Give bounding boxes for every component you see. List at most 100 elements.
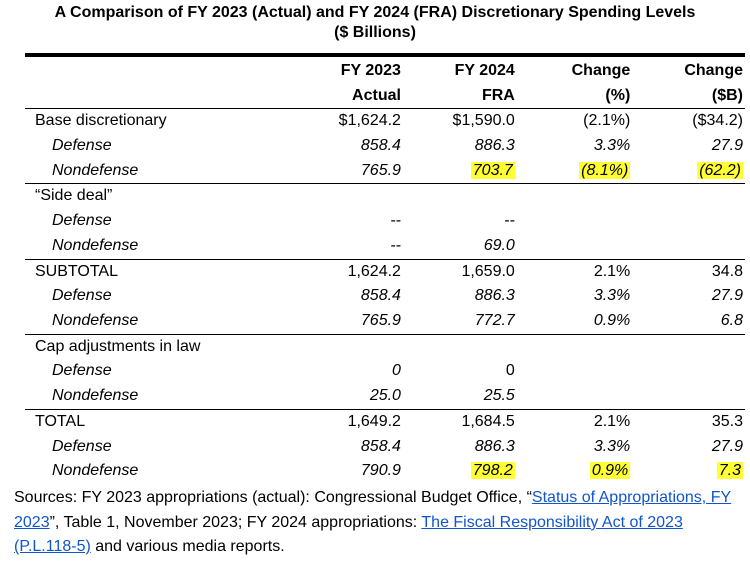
table-row-side-deal-defense: Defense -- -- — [25, 209, 745, 234]
fy2023-value: 0 — [392, 362, 401, 380]
title-line-2: ($ Billions) — [334, 24, 416, 41]
row-label: Defense — [52, 362, 112, 380]
change-usd-value: 27.9 — [711, 287, 743, 305]
header-change-pct: Change — [571, 62, 631, 79]
fy2024-value — [400, 183, 515, 210]
row-label: Defense — [52, 287, 112, 305]
change-pct-value: 3.3% — [593, 137, 631, 155]
fy2024-value: 25.5 — [483, 387, 515, 405]
row-label: Nondefense — [52, 236, 139, 254]
change-pct-value — [514, 183, 631, 210]
fy2023-value: 765.9 — [360, 312, 401, 329]
table-row-cap-adjustments: Cap adjustments in law — [25, 333, 745, 360]
change-usd-value: 27.9 — [711, 137, 743, 155]
fy2024-value: 1,659.0 — [400, 258, 515, 285]
table-row-base-discretionary: Base discretionary $1,624.2 $1,590.0 (2.… — [25, 108, 745, 135]
fy2024-value: 886.3 — [474, 137, 515, 155]
header-fra: FRA — [481, 86, 515, 104]
highlighted-change-pct-value: 0.9% — [589, 462, 631, 480]
sources-note: Sources: FY 2023 appropriations (actual)… — [14, 486, 744, 560]
highlighted-fy2024-value: 703.7 — [470, 161, 515, 179]
fy2023-value: -- — [390, 212, 401, 230]
change-usd-value: 34.8 — [630, 258, 745, 285]
change-usd-value — [630, 359, 745, 384]
fy2024-value: 69.0 — [483, 236, 515, 254]
change-pct-value: 2.1% — [514, 258, 631, 285]
fy2023-value: 1,649.2 — [289, 408, 401, 435]
change-usd-value — [630, 234, 745, 259]
table-row-subtotal-nondefense: Nondefense 765.9 772.7 0.9% 6.8 — [25, 309, 745, 334]
table-row-cap-nondefense: Nondefense 25.0 25.5 — [25, 384, 745, 409]
table-row-total-defense: Defense 858.4 886.3 3.3% 27.9 — [25, 435, 745, 460]
fy2024-value: 1,684.5 — [400, 408, 515, 435]
change-usd-value: 6.8 — [720, 312, 743, 329]
fy2023-value — [289, 183, 401, 210]
fy2023-value: 1,624.2 — [289, 258, 401, 285]
table-row-subtotal: SUBTOTAL 1,624.2 1,659.0 2.1% 34.8 — [25, 258, 745, 285]
highlighted-change-usd-value: (62.2) — [697, 161, 743, 179]
row-label: Defense — [52, 437, 112, 455]
fy2024-value: 886.3 — [474, 437, 515, 455]
header-change-usd: Change — [684, 62, 743, 79]
highlighted-change-pct-value: (8.1%) — [579, 161, 631, 179]
fy2023-value: 25.0 — [369, 387, 401, 405]
change-pct-value — [515, 209, 630, 234]
fy2023-value: 858.4 — [360, 437, 401, 455]
change-pct-value — [515, 234, 630, 259]
header-pct: (%) — [605, 86, 631, 104]
spending-table: FY 2023 FY 2024 Change Change Actual FRA… — [25, 53, 745, 484]
fy2023-value: -- — [390, 236, 401, 254]
fy2024-value: $1,590.0 — [400, 108, 515, 135]
change-pct-value: 3.3% — [593, 437, 631, 455]
change-usd-value: 35.3 — [630, 408, 745, 435]
fy2023-value: 858.4 — [360, 287, 401, 305]
highlighted-change-usd-value: 7.3 — [716, 462, 743, 480]
sources-suffix: and various media reports. — [90, 538, 285, 555]
table-row-cap-defense: Defense 0 0 — [25, 359, 745, 384]
sources-mid: ”, Table 1, November 2023; FY 2024 appro… — [49, 513, 422, 531]
table-row-total: TOTAL 1,649.2 1,684.5 2.1% 35.3 — [25, 408, 745, 435]
cbo-status-link[interactable]: Status of Appropriations, FY 2023 — [14, 489, 732, 531]
row-label: Nondefense — [52, 462, 139, 480]
change-usd-value — [630, 183, 745, 210]
fy2023-value: 790.9 — [360, 462, 401, 480]
fy2023-value: $1,624.2 — [289, 108, 401, 135]
row-label: SUBTOTAL — [25, 258, 290, 285]
table-row-base-nondefense: Nondefense 765.9 703.7 (8.1%) (62.2) — [25, 159, 745, 184]
change-pct-value — [514, 333, 631, 360]
row-label: Defense — [52, 212, 112, 230]
change-pct-value: 3.3% — [593, 287, 631, 305]
table-row-side-deal-nondefense: Nondefense -- 69.0 — [25, 234, 745, 259]
fy2024-value: 0 — [505, 362, 515, 380]
row-label: Defense — [52, 137, 112, 155]
change-usd-value: 27.9 — [711, 437, 743, 455]
row-label: TOTAL — [25, 408, 290, 435]
row-label: Nondefense — [52, 161, 139, 179]
table-row-base-defense: Defense 858.4 886.3 3.3% 27.9 — [25, 134, 745, 159]
fy2024-value: 886.3 — [474, 287, 515, 305]
change-pct-value: 2.1% — [514, 408, 631, 435]
change-usd-value — [630, 384, 745, 409]
row-label: Nondefense — [52, 387, 139, 405]
row-label: Nondefense — [52, 312, 139, 329]
row-label: Base discretionary — [25, 108, 290, 135]
header-fy2023: FY 2023 — [340, 62, 401, 79]
change-pct-value — [515, 384, 630, 409]
fra-link[interactable]: The Fiscal Responsibility Act of 2023 (P… — [14, 513, 683, 556]
change-usd-value — [630, 333, 745, 360]
header-blank — [25, 84, 290, 109]
change-usd-value: ($34.2) — [630, 108, 745, 135]
row-label: “Side deal” — [25, 183, 290, 210]
change-pct-value — [515, 359, 630, 384]
header-usd: ($B) — [711, 86, 743, 104]
fy2023-value — [289, 333, 401, 360]
highlighted-fy2024-value: 798.2 — [470, 462, 515, 480]
table-row-subtotal-defense: Defense 858.4 886.3 3.3% 27.9 — [25, 284, 745, 309]
header-actual: Actual — [352, 86, 401, 104]
header-fy2024: FY 2024 — [454, 62, 515, 79]
table-row-side-deal: “Side deal” — [25, 183, 745, 210]
header-blank — [25, 55, 290, 84]
fy2024-value — [400, 333, 515, 360]
table-row-total-nondefense: Nondefense 790.9 798.2 0.9% 7.3 — [25, 459, 745, 484]
